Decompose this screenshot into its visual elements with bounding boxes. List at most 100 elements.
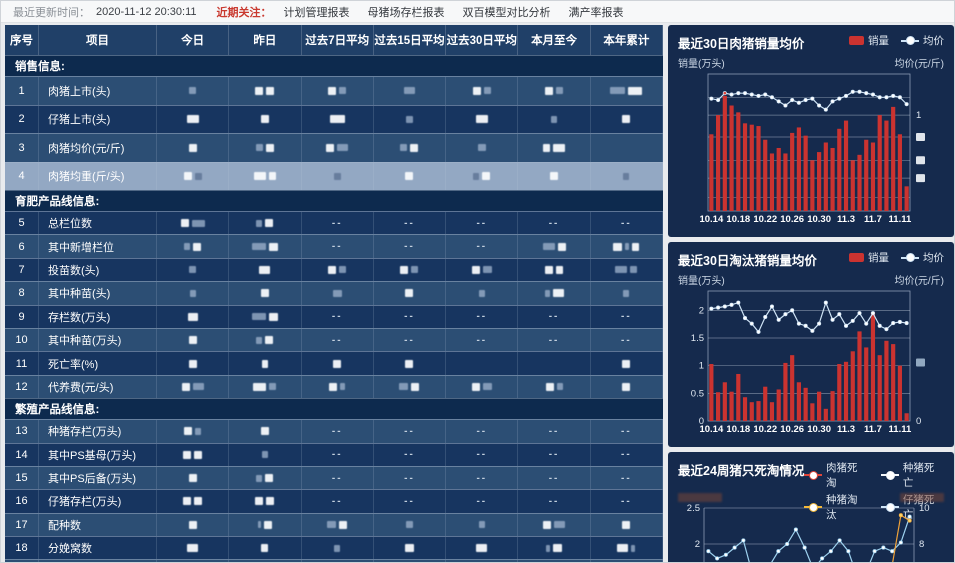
- chart1-legend-sales[interactable]: 销量: [849, 33, 889, 48]
- table-row-3[interactable]: 3 肉猪均价(元/斤): [5, 133, 663, 162]
- value-cell-redacted: [591, 162, 663, 190]
- chart3-legend-sow-cull[interactable]: 种猪淘汰: [804, 492, 867, 522]
- svg-text:11.7: 11.7: [864, 424, 882, 435]
- chart2-legend-sales[interactable]: 销量: [849, 250, 889, 265]
- value-cell-redacted: [374, 258, 447, 282]
- value-cell-redacted: [229, 375, 302, 399]
- value-cell-redacted: --: [518, 443, 591, 466]
- svg-text:11.11: 11.11: [889, 424, 912, 435]
- table-row-5[interactable]: 5 总栏位数 -- -- -- -- --: [5, 211, 663, 235]
- chart3-left-axis-name-redacted: [678, 492, 722, 502]
- chart3-legend-pig-loss[interactable]: 肉猪死淘: [804, 460, 867, 490]
- column-header: 序号: [5, 25, 39, 55]
- value-cell-redacted: --: [518, 466, 591, 490]
- row-label: 配种数: [39, 513, 157, 537]
- svg-text:10.18: 10.18: [726, 424, 750, 435]
- table-row-7[interactable]: 7 投苗数(头): [5, 257, 663, 282]
- value-cell-redacted: [374, 352, 447, 375]
- table-row-13[interactable]: 13 种猪存栏(万头) -- -- -- -- --: [5, 419, 663, 443]
- table-row-10[interactable]: 10 其中种苗(万头) -- -- -- -- --: [5, 327, 663, 352]
- value-cell-redacted: [229, 513, 302, 537]
- value-cell-redacted: --: [591, 305, 663, 328]
- table-row-16[interactable]: 16 仔猪存栏(万头) -- -- -- -- --: [5, 489, 663, 513]
- value-cell-redacted: [157, 212, 230, 235]
- table-row-11[interactable]: 11 死亡率(%): [5, 351, 663, 375]
- table-row-4[interactable]: 4 肉猪均重(斤/头): [5, 161, 663, 190]
- row-number: 2: [5, 105, 39, 133]
- svg-text:11.7: 11.7: [864, 214, 882, 225]
- menu-item-满产率报表[interactable]: 满产率报表: [568, 6, 624, 19]
- value-cell-redacted: [446, 352, 519, 375]
- row-number: 17: [5, 513, 39, 537]
- value-cell-redacted: [518, 560, 591, 562]
- value-cell-redacted: --: [374, 328, 447, 352]
- value-cell-redacted: --: [302, 420, 374, 443]
- column-header: 项目: [39, 25, 157, 55]
- value-cell-redacted: --: [446, 466, 519, 490]
- row-label: 肉猪均价(元/斤): [39, 134, 157, 162]
- value-cell-redacted: [157, 134, 230, 162]
- table-row-18[interactable]: 18 分娩窝数: [5, 536, 663, 560]
- svg-text:2.5: 2.5: [687, 504, 700, 514]
- value-cell-redacted: [374, 282, 447, 305]
- row-label: 代养费(元/头): [39, 375, 157, 399]
- table-row-6[interactable]: 6 其中新增栏位 -- -- --: [5, 234, 663, 258]
- row-number: 13: [5, 420, 39, 443]
- value-cell-redacted: [229, 282, 302, 305]
- value-cell-redacted: --: [446, 328, 519, 352]
- table-row-14[interactable]: 14 其中PS基母(万头) -- -- -- -- --: [5, 442, 663, 466]
- section-header: 繁殖产品线信息:: [5, 398, 663, 420]
- value-cell-redacted: [591, 282, 663, 305]
- value-cell-redacted: [446, 513, 519, 537]
- value-cell-redacted: [229, 212, 302, 235]
- row-label: 其中PS后备(万头): [39, 466, 157, 490]
- svg-text:11.3: 11.3: [837, 214, 855, 225]
- chart1-right-axis-name: 均价(元/斤): [894, 58, 944, 70]
- chart1-legend-price[interactable]: 均价: [901, 33, 944, 48]
- menu-item-计划管理报表[interactable]: 计划管理报表: [283, 6, 350, 19]
- table-row-9[interactable]: 9 存栏数(万头) -- -- -- -- --: [5, 304, 663, 328]
- row-label: 肉猪上市(头): [39, 77, 157, 105]
- table-row-8[interactable]: 8 其中种苗(头): [5, 281, 663, 305]
- chart2-right-axis-name: 均价(元/斤): [894, 275, 944, 287]
- value-cell-redacted: [302, 105, 374, 133]
- value-cell-redacted: [446, 375, 519, 399]
- section-header: 育肥产品线信息:: [5, 190, 663, 211]
- chart2-legend-price[interactable]: 均价: [901, 250, 944, 265]
- menu-item-双百模型对比分析[interactable]: 双百模型对比分析: [462, 6, 551, 19]
- table-row-2[interactable]: 2 仔猪上市(头): [5, 104, 663, 133]
- svg-text:10.30: 10.30: [807, 424, 831, 435]
- bar-legend-swatch: [849, 253, 864, 262]
- value-cell-redacted: [518, 235, 591, 258]
- row-number: 18: [5, 537, 39, 560]
- table-row-15[interactable]: 15 其中PS后备(万头) -- -- -- -- --: [5, 465, 663, 490]
- table-row-12[interactable]: 12 代养费(元/头): [5, 374, 663, 399]
- value-cell-redacted: [591, 352, 663, 375]
- chart2-left-axis-name: 销量(万头): [678, 275, 725, 287]
- value-cell-redacted: [302, 134, 374, 162]
- value-cell-redacted: [229, 105, 302, 133]
- kpi-table-panel: 序号 项目 今日 昨日 过去7日平均 过去15日平均 过去30日平均 本月至今 本年累计 销售信…: [5, 25, 663, 562]
- value-cell-redacted: --: [591, 212, 663, 235]
- value-cell-redacted: --: [302, 212, 374, 235]
- column-header: 过去30日平均: [446, 25, 519, 55]
- value-cell-redacted: [591, 235, 663, 258]
- table-row-19[interactable]: 19窝均活仔(头/窝): [5, 559, 663, 562]
- table-row-17[interactable]: 17 配种数: [5, 512, 663, 537]
- chart3-legend-sow-death[interactable]: 种猪死亡: [881, 460, 944, 490]
- value-cell-redacted: [518, 162, 591, 190]
- line-legend-marker: [881, 470, 899, 480]
- value-cell-redacted: [518, 375, 591, 399]
- value-cell-redacted: [157, 305, 230, 328]
- row-label: 死亡率(%): [39, 352, 157, 375]
- table-row-1[interactable]: 1 肉猪上市(头): [5, 76, 663, 105]
- menu-item-母猪场存栏报表[interactable]: 母猪场存栏报表: [367, 6, 445, 19]
- svg-text:0: 0: [916, 416, 921, 427]
- column-header: 本月至今: [518, 25, 591, 55]
- row-label: 肉猪均重(斤/头): [39, 162, 157, 190]
- value-cell-redacted: --: [374, 490, 447, 513]
- value-cell-redacted: [446, 134, 519, 162]
- value-cell-redacted: [446, 537, 519, 560]
- value-cell-redacted: [157, 537, 230, 560]
- value-cell-redacted: [518, 134, 591, 162]
